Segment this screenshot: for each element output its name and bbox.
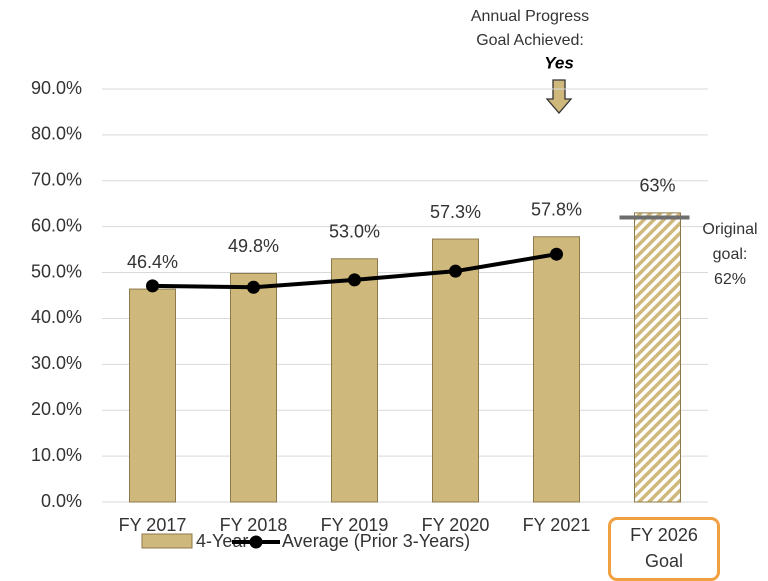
goal-label: Original: [702, 221, 757, 238]
y-tick-label: 80.0%: [31, 124, 82, 144]
y-tick-label: 70.0%: [31, 170, 82, 190]
goal-label: goal:: [713, 246, 748, 263]
legend-swatch: [141, 533, 193, 549]
x-tick-label: FY 2017: [119, 515, 187, 535]
bar: [129, 288, 176, 503]
data-label: 63%: [639, 176, 675, 196]
point: [348, 273, 361, 287]
x-tick-label: FY 2026 Goal: [608, 517, 720, 581]
point: [247, 280, 260, 294]
y-tick-label: 0.0%: [41, 491, 82, 511]
y-tick-label: 50.0%: [31, 261, 82, 281]
point: [449, 264, 462, 278]
bar: [432, 238, 479, 503]
bar: [331, 258, 378, 503]
x-tick-label: FY 2020: [422, 515, 490, 535]
legend-swatch: [249, 535, 263, 549]
legend-label: Average (Prior 3-Years): [282, 531, 470, 551]
y-tick-label: 90.0%: [31, 78, 82, 98]
y-tick-label: 30.0%: [31, 353, 82, 373]
x-tick-label: FY 2018: [220, 515, 288, 535]
legend-label: 4-Year: [196, 531, 248, 551]
point: [146, 279, 159, 293]
annotation: Yes: [544, 53, 574, 72]
annotation: Annual Progress: [471, 8, 589, 25]
data-label: 49.8%: [228, 236, 279, 256]
point: [550, 247, 563, 261]
data-label: 57.8%: [531, 200, 582, 220]
bar: [634, 212, 681, 503]
annotation: Goal Achieved:: [476, 32, 584, 49]
y-tick-label: 60.0%: [31, 215, 82, 235]
data-label: 57.3%: [430, 202, 481, 222]
goal-label: 62%: [714, 271, 746, 288]
data-label: 46.4%: [127, 252, 178, 272]
y-tick-label: 40.0%: [31, 307, 82, 327]
y-tick-label: 10.0%: [31, 445, 82, 465]
arrow: [545, 79, 573, 114]
bar: [533, 236, 580, 503]
y-tick-label: 20.0%: [31, 399, 82, 419]
bar: [230, 272, 277, 503]
x-tick-label: FY 2021: [523, 515, 591, 535]
x-tick-label: FY 2019: [321, 515, 389, 535]
data-label: 53.0%: [329, 222, 380, 242]
